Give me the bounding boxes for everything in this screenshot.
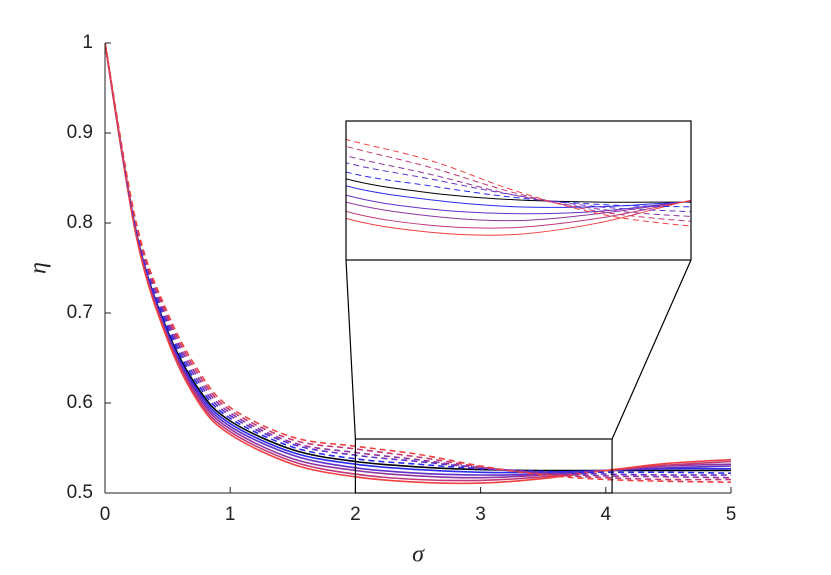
zoom-connector (611, 259, 692, 440)
solid-line (346, 194, 691, 215)
dashed-line (346, 162, 691, 213)
dashed-line (346, 145, 691, 222)
x-tick-label: 5 (726, 504, 737, 525)
x-axis-label: σ (412, 542, 425, 568)
solid-line (346, 178, 691, 203)
solid-line (105, 43, 731, 482)
inset-background (346, 121, 691, 260)
plot-area (105, 43, 731, 485)
y-tick-label: 0.5 (67, 482, 93, 503)
inset-plot (346, 121, 691, 260)
x-tick-label: 3 (475, 504, 486, 525)
y-tick-label: 0.8 (67, 212, 93, 233)
solid-line (346, 200, 691, 222)
solid-line (346, 199, 691, 236)
x-tick-label: 1 (225, 504, 236, 525)
zoom-box (354, 438, 613, 494)
dashed-line (105, 43, 731, 483)
x-tick-label: 0 (100, 504, 111, 525)
solid-line (346, 185, 691, 208)
inset-frame (345, 120, 692, 261)
y-tick-label: 1 (82, 32, 93, 53)
zoom-connector (345, 259, 356, 440)
solid-line (105, 43, 731, 485)
x-tick-label: 4 (601, 504, 612, 525)
dashed-line (105, 43, 731, 474)
solid-line (346, 200, 691, 229)
x-tick-label: 2 (350, 504, 361, 525)
y-axis-label: η (26, 262, 52, 274)
y-tick-label: 0.7 (67, 302, 93, 323)
y-tick-label: 0.6 (67, 392, 93, 413)
dashed-line (105, 43, 731, 481)
dashed-line (346, 139, 691, 227)
y-tick-label: 0.9 (67, 122, 93, 143)
